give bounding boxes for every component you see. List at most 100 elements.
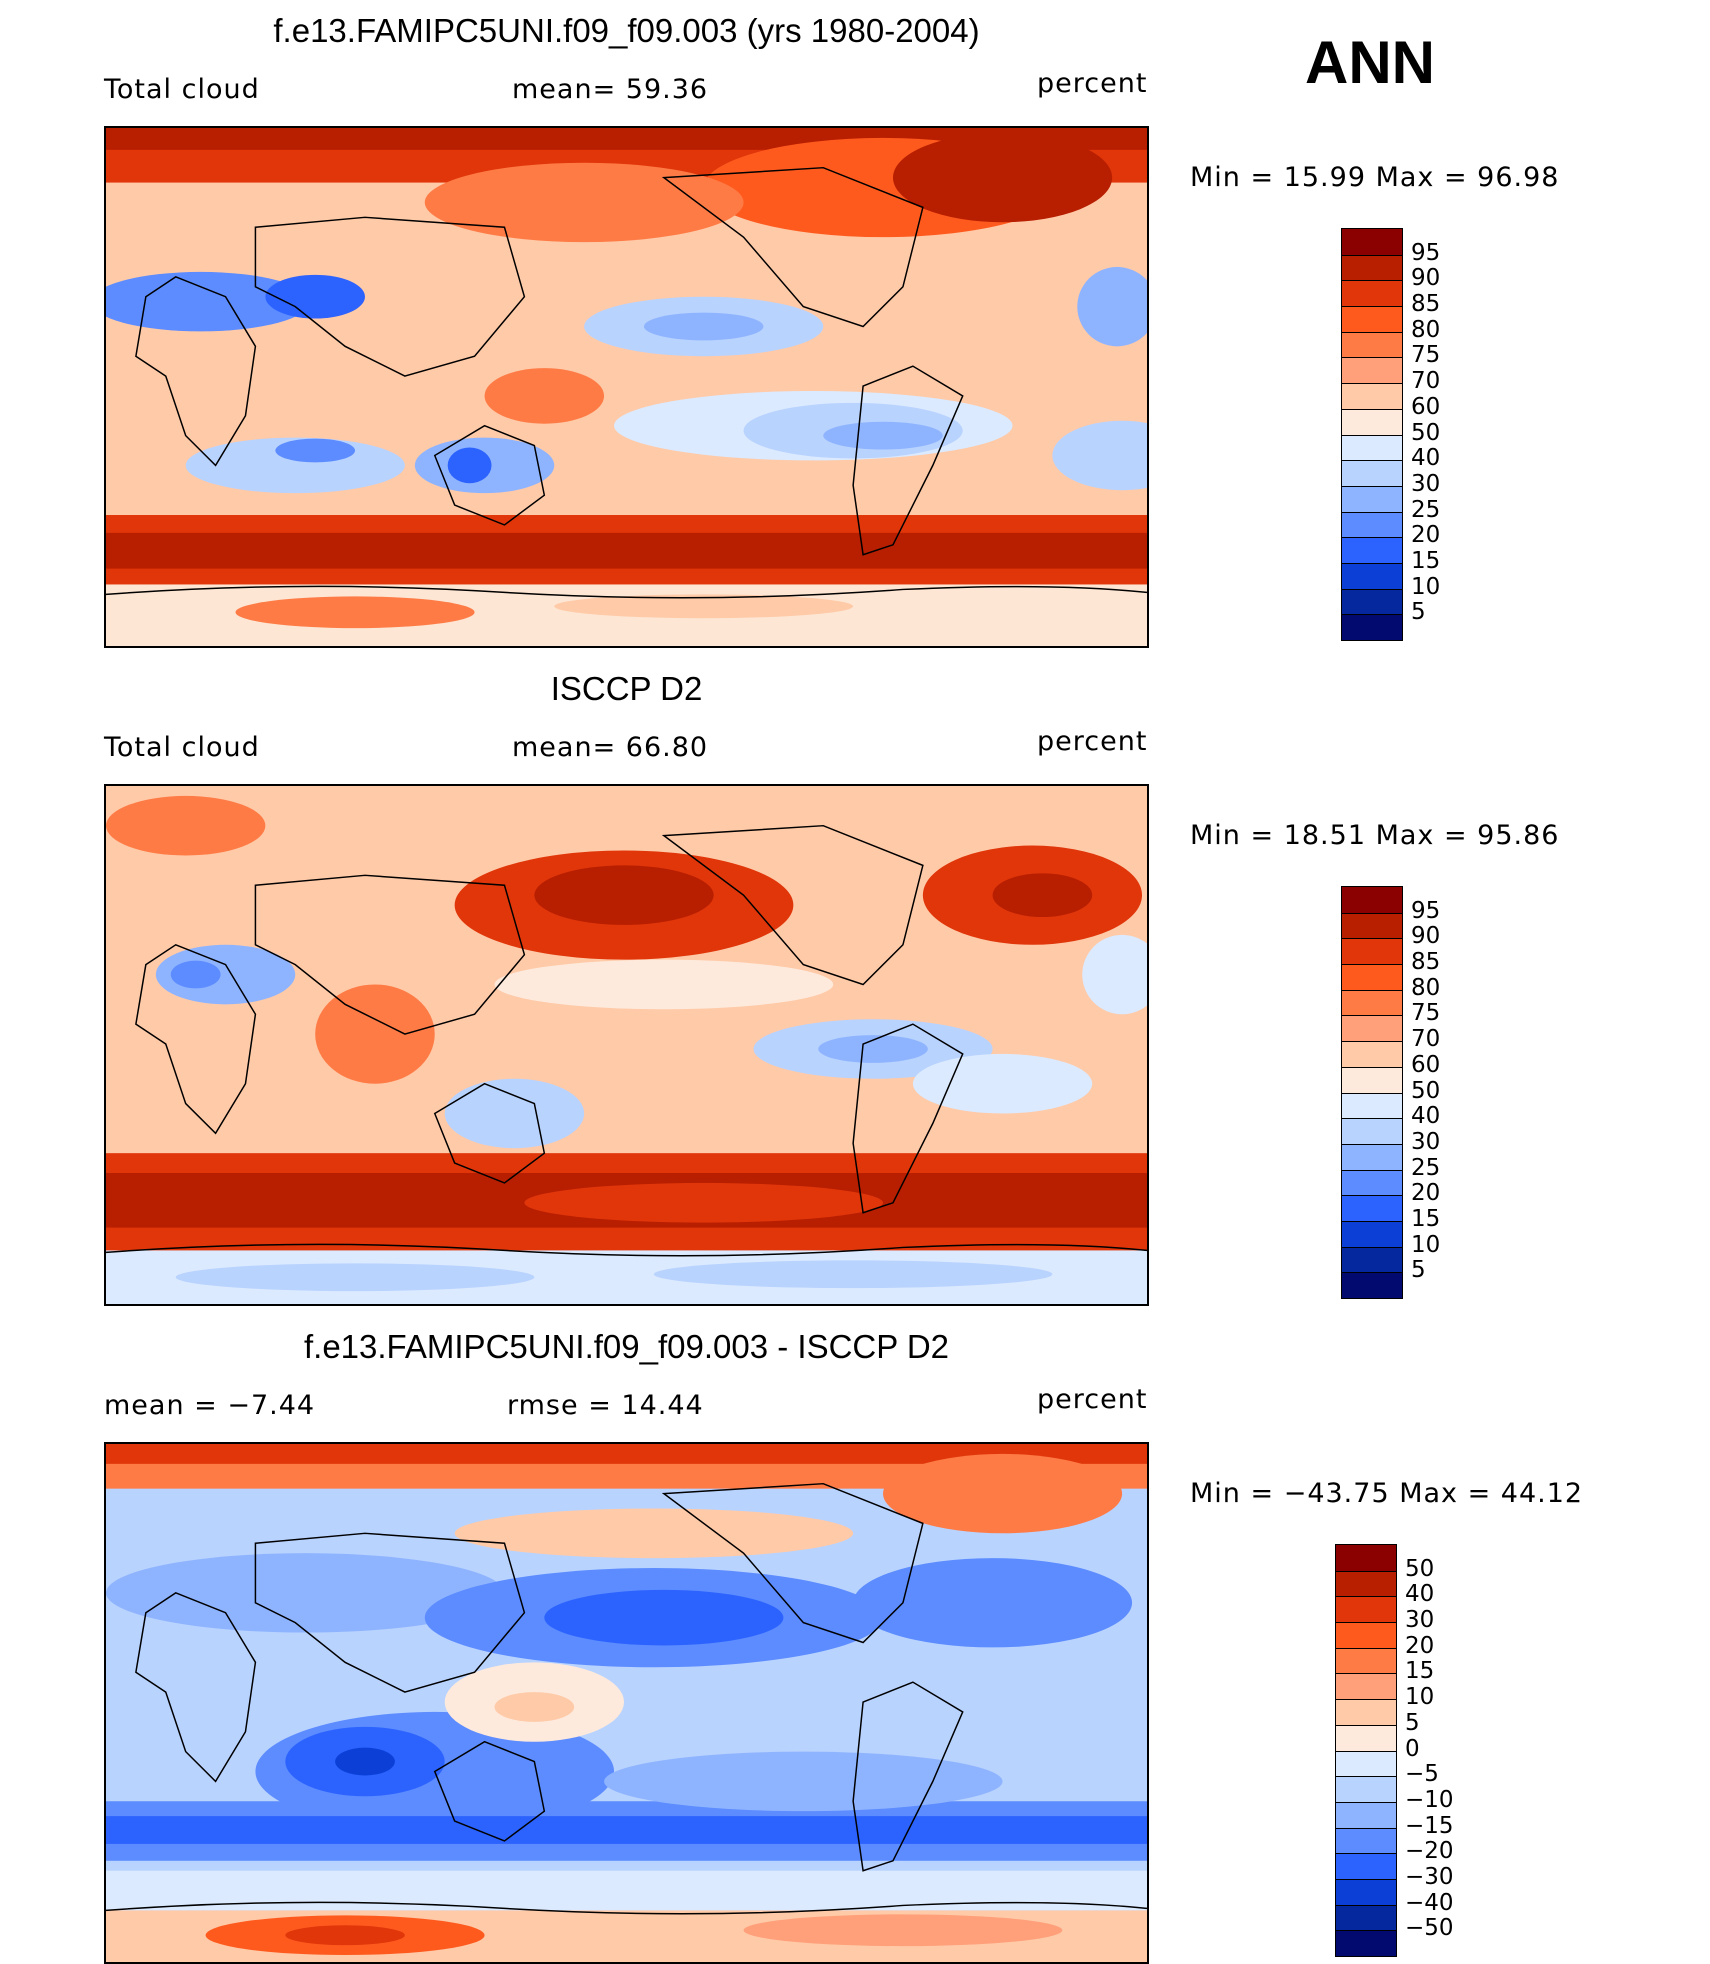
season-label: ANN — [1305, 29, 1435, 96]
colorbar-tick-label: 25 — [1411, 496, 1441, 523]
colorbar-tick-label: 60 — [1411, 1051, 1441, 1078]
colorbar-swatch — [1342, 938, 1402, 965]
colorbar-swatch — [1342, 331, 1402, 358]
panel-3-contour-field — [106, 1444, 1147, 1962]
colorbar-swatch — [1342, 1015, 1402, 1042]
colorbar-tick-label: 30 — [1411, 1128, 1441, 1155]
colorbar-swatch — [1336, 1930, 1396, 1956]
colorbar-swatch — [1336, 1622, 1396, 1648]
colorbar-tick-label: 20 — [1405, 1632, 1435, 1659]
panel-2-map — [104, 784, 1149, 1306]
colorbar-swatch — [1336, 1801, 1396, 1828]
colorbar-swatch — [1342, 1169, 1402, 1196]
colorbar-tick-label: −15 — [1405, 1812, 1454, 1839]
panel-3-units-label: percent — [1037, 1384, 1148, 1415]
colorbar-tick-label: 20 — [1411, 1180, 1441, 1207]
colorbar-tick-label: 60 — [1411, 393, 1441, 420]
colorbar-swatch — [1342, 408, 1402, 435]
colorbar-tick-label: 95 — [1411, 239, 1441, 266]
colorbar-swatch — [1342, 434, 1402, 461]
panel-2-units-label: percent — [1037, 726, 1148, 757]
panel-1-mean-label: mean= 59.36 — [512, 74, 709, 105]
colorbar-swatch — [1342, 1118, 1402, 1144]
panel-3-minmax: Min = −43.75 Max = 44.12 — [1190, 1478, 1584, 1509]
colorbar-tick-label: 40 — [1411, 445, 1441, 472]
colorbar-tick-label: −10 — [1405, 1786, 1454, 1813]
panel-3-rmse-label: rmse = 14.44 — [507, 1390, 704, 1421]
colorbar-tick-label: −30 — [1405, 1863, 1454, 1890]
colorbar-tick-label: −40 — [1405, 1889, 1454, 1916]
colorbar-tick-label: 95 — [1411, 897, 1441, 924]
colorbar-swatch — [1342, 989, 1402, 1016]
colorbar-swatch — [1342, 562, 1402, 589]
panel-1-title: f.e13.FAMIPC5UNI.f09_f09.003 (yrs 1980-2… — [273, 12, 980, 49]
panel-2-colorbar — [1341, 886, 1403, 1299]
colorbar-swatch — [1342, 485, 1402, 512]
colorbar-swatch — [1336, 1673, 1396, 1700]
panel-1-variable-label: Total cloud — [104, 74, 260, 105]
colorbar-swatch — [1342, 1195, 1402, 1221]
colorbar-tick-label: 15 — [1411, 547, 1441, 574]
panel-1-minmax: Min = 15.99 Max = 96.98 — [1190, 162, 1560, 193]
colorbar-tick-label: 75 — [1411, 1000, 1441, 1027]
panel-2-title: ISCCP D2 — [550, 670, 703, 707]
colorbar-swatch — [1336, 1724, 1396, 1751]
colorbar-swatch — [1336, 1776, 1396, 1802]
colorbar-tick-label: −5 — [1405, 1761, 1439, 1788]
colorbar-swatch — [1342, 537, 1402, 563]
colorbar-tick-label: 30 — [1411, 470, 1441, 497]
colorbar-tick-label: 85 — [1411, 291, 1441, 318]
colorbar-swatch — [1336, 1596, 1396, 1623]
colorbar-swatch — [1342, 912, 1402, 939]
colorbar-tick-label: 5 — [1405, 1709, 1420, 1736]
colorbar-swatch — [1342, 588, 1402, 615]
colorbar-tick-label: 10 — [1411, 1231, 1441, 1258]
colorbar-swatch — [1342, 306, 1402, 332]
colorbar-swatch — [1342, 1041, 1402, 1067]
colorbar-tick-label: 5 — [1411, 1257, 1426, 1284]
colorbar-swatch — [1342, 357, 1402, 384]
panel-3-title: f.e13.FAMIPC5UNI.f09_f09.003 - ISCCP D2 — [303, 1328, 950, 1365]
colorbar-tick-label: 10 — [1405, 1684, 1435, 1711]
colorbar-swatch — [1336, 1647, 1396, 1674]
panel-2-minmax: Min = 18.51 Max = 95.86 — [1190, 820, 1560, 851]
colorbar-tick-label: 5 — [1411, 599, 1426, 626]
colorbar-swatch — [1336, 1878, 1396, 1905]
colorbar-swatch — [1336, 1904, 1396, 1931]
colorbar-swatch — [1342, 614, 1402, 640]
colorbar-swatch — [1342, 280, 1402, 307]
colorbar-tick-label: 50 — [1405, 1555, 1435, 1582]
colorbar-swatch — [1342, 383, 1402, 409]
colorbar-tick-label: 90 — [1411, 265, 1441, 292]
colorbar-swatch — [1336, 1570, 1396, 1597]
colorbar-swatch — [1342, 460, 1402, 486]
colorbar-swatch — [1342, 964, 1402, 990]
panel-1-map — [104, 126, 1149, 648]
colorbar-tick-label: 15 — [1405, 1658, 1435, 1685]
colorbar-swatch — [1342, 1092, 1402, 1119]
colorbar-swatch — [1342, 1143, 1402, 1170]
colorbar-swatch — [1342, 1272, 1402, 1298]
colorbar-swatch — [1336, 1827, 1396, 1854]
colorbar-swatch — [1336, 1750, 1396, 1777]
colorbar-swatch — [1336, 1699, 1396, 1725]
colorbar-tick-label: −20 — [1405, 1838, 1454, 1865]
colorbar-tick-label: 40 — [1411, 1103, 1441, 1130]
panel-1-contour-field — [106, 128, 1147, 646]
colorbar-swatch — [1342, 511, 1402, 538]
colorbar-tick-label: 10 — [1411, 573, 1441, 600]
panel-2-variable-label: Total cloud — [104, 732, 260, 763]
colorbar-tick-label: 90 — [1411, 923, 1441, 950]
colorbar-swatch — [1342, 1066, 1402, 1093]
colorbar-tick-label: −50 — [1405, 1915, 1454, 1942]
panel-1-colorbar — [1341, 228, 1403, 641]
colorbar-swatch — [1336, 1853, 1396, 1879]
colorbar-tick-label: 85 — [1411, 949, 1441, 976]
colorbar-swatch — [1336, 1545, 1396, 1571]
colorbar-swatch — [1342, 1246, 1402, 1273]
colorbar-swatch — [1342, 229, 1402, 255]
panel-2-contour-field — [106, 786, 1147, 1304]
colorbar-swatch — [1342, 887, 1402, 913]
colorbar-tick-label: 80 — [1411, 316, 1441, 343]
colorbar-tick-label: 30 — [1405, 1607, 1435, 1634]
